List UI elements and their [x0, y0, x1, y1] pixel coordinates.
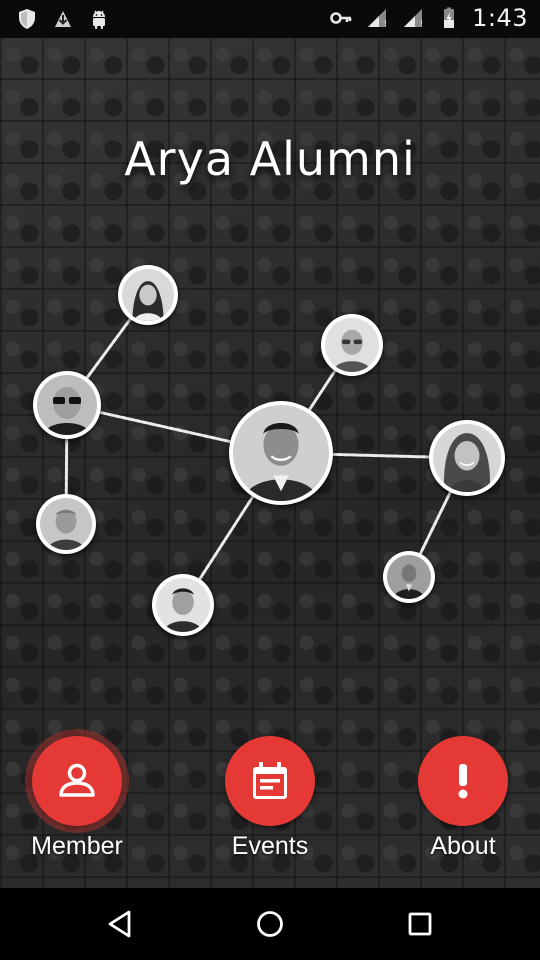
- alumni-avatar-5[interactable]: [36, 494, 96, 554]
- about-button[interactable]: About: [373, 736, 540, 866]
- alumni-avatar-2[interactable]: [33, 371, 101, 439]
- member-circle: [32, 736, 122, 826]
- svg-text:!: !: [384, 19, 387, 28]
- member-label: Member: [0, 832, 167, 861]
- about-label: About: [373, 832, 540, 861]
- exclamation-icon: [441, 759, 485, 803]
- download-icon: [50, 6, 76, 32]
- alumni-avatar-1[interactable]: [118, 265, 178, 325]
- events-label: Events: [180, 832, 360, 861]
- person-icon: [55, 759, 99, 803]
- svg-text:!: !: [420, 19, 423, 28]
- calendar-icon: [248, 759, 292, 803]
- key-icon: [328, 5, 354, 31]
- battery-charging-icon: [436, 5, 462, 31]
- recents-square-icon: [405, 909, 435, 939]
- back-triangle-icon: [105, 909, 135, 939]
- alumni-avatar-7[interactable]: [383, 551, 435, 603]
- alumni-avatar-4[interactable]: [429, 420, 505, 496]
- alumni-avatar-6[interactable]: [152, 574, 214, 636]
- system-navigation-bar: [0, 888, 540, 960]
- about-circle: [418, 736, 508, 826]
- alumni-avatar-center[interactable]: [229, 401, 333, 505]
- signal-icon: !: [400, 5, 426, 31]
- events-button[interactable]: Events: [180, 736, 360, 866]
- android-icon: [86, 6, 112, 32]
- home-circle-icon: [255, 909, 285, 939]
- clock: 1:43: [472, 4, 528, 32]
- status-bar: ! ! 1:43: [0, 0, 540, 38]
- events-circle: [225, 736, 315, 826]
- signal-icon: !: [364, 5, 390, 31]
- recents-button[interactable]: [402, 906, 438, 942]
- back-button[interactable]: [102, 906, 138, 942]
- home-button[interactable]: [252, 906, 288, 942]
- alumni-avatar-3[interactable]: [321, 314, 383, 376]
- member-button[interactable]: Member: [0, 736, 167, 866]
- shield-icon: [14, 6, 40, 32]
